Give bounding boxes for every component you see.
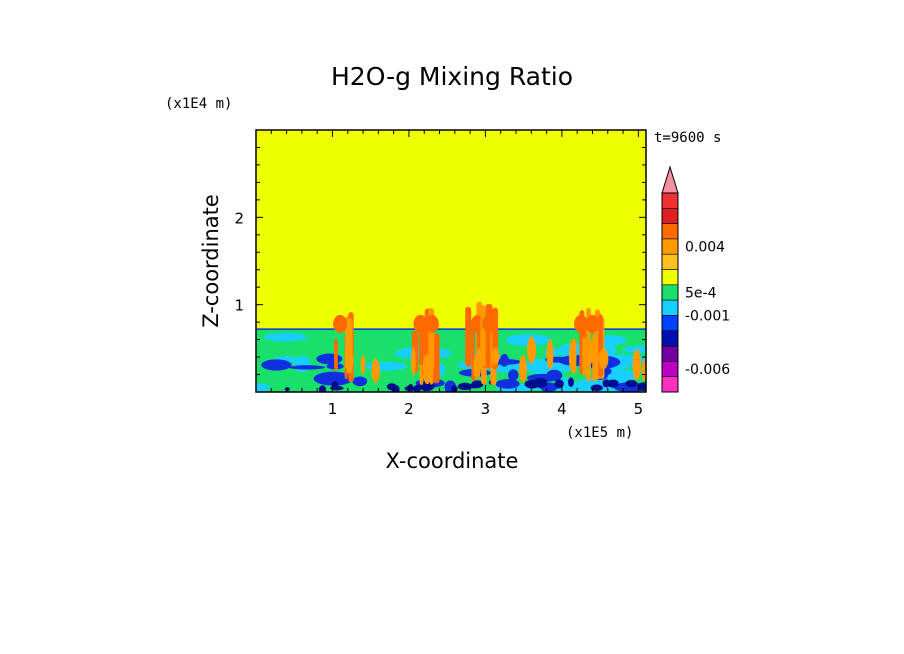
small-plume: [411, 346, 416, 377]
colorbar-segment: [661, 223, 679, 240]
small-plume: [476, 347, 482, 368]
plume-head: [585, 314, 600, 333]
colorbar-arrow: [661, 165, 679, 194]
colorbar-segment: [661, 315, 679, 332]
small-plume: [360, 355, 366, 375]
small-plume: [428, 349, 433, 375]
blue-patch: [261, 359, 292, 371]
y-axis-label: Z-coordinate: [199, 194, 223, 328]
navy-patch: [625, 379, 638, 388]
plume-head: [482, 314, 497, 333]
navy-patch: [637, 382, 646, 391]
colorbar-frame: [661, 192, 679, 393]
blue-patch: [288, 365, 326, 370]
small-plume: [344, 350, 354, 370]
plume-head: [574, 314, 588, 333]
cyan-patch: [505, 334, 552, 346]
small-plume: [546, 339, 554, 370]
colorbar-segment: [661, 192, 679, 209]
blue-patch: [313, 371, 354, 386]
y-tick-label: 2: [234, 209, 244, 227]
navy-patch: [329, 385, 344, 391]
x-tick-label: 2: [404, 400, 414, 418]
y-scale-label: (x1E4 m): [165, 96, 232, 112]
x-scale-label: (x1E5 m): [566, 425, 633, 441]
plume-column: [432, 333, 440, 384]
navy-patch: [524, 379, 540, 389]
y-tick-label: 1: [234, 297, 244, 315]
plot-frame: [255, 129, 647, 393]
plume-column: [480, 304, 486, 367]
axis-ticks: 1 2 3 4 5 1 2: [234, 130, 646, 418]
time-label: t=9600 s: [654, 130, 721, 146]
cyan-patch: [364, 361, 408, 371]
navy-patch: [590, 384, 603, 392]
navy-patch: [284, 387, 290, 392]
colorbar-label: 5e-4: [685, 286, 717, 302]
plume-head: [333, 314, 348, 333]
cyan-patch: [264, 332, 308, 342]
colorbar: 0.004 5e-4 -0.001 -0.006: [661, 165, 730, 393]
cyan-patch: [256, 383, 271, 392]
small-plume: [526, 336, 536, 364]
small-plume: [371, 358, 380, 383]
small-plume: [641, 360, 646, 382]
colorbar-segment: [661, 299, 679, 316]
colorbar-segment: [661, 376, 679, 393]
navy-patch: [318, 385, 327, 392]
chart-title: H2O-g Mixing Ratio: [331, 62, 573, 91]
small-plume: [491, 347, 500, 365]
colorbar-label: -0.001: [685, 308, 730, 324]
navy-patch: [568, 377, 574, 387]
plume-column: [465, 306, 472, 367]
colorbar-label: -0.006: [685, 362, 730, 378]
blue-patch: [508, 369, 519, 381]
navy-patch: [607, 379, 619, 388]
plume-head: [424, 314, 439, 333]
colorbar-segment: [661, 253, 679, 270]
navy-patch: [554, 379, 564, 389]
plume-column: [582, 337, 586, 376]
colorbar-segment: [661, 330, 679, 347]
colorbar-segment: [661, 238, 679, 255]
colorbar-segment: [661, 269, 679, 286]
colorbar-label: 0.004: [685, 240, 725, 256]
colorbar-segment: [661, 208, 679, 224]
cyan-patch: [294, 355, 311, 373]
colorbar-segment: [661, 284, 679, 301]
x-axis-label: X-coordinate: [386, 449, 519, 473]
small-plume: [632, 349, 642, 381]
x-tick-label: 1: [328, 400, 338, 418]
plume-column: [334, 338, 338, 371]
plume-head: [413, 314, 428, 333]
contour-field: [256, 130, 646, 392]
small-plume: [585, 339, 595, 365]
navy-patch: [471, 380, 484, 389]
navy-patch: [413, 384, 421, 392]
colorbar-segment: [661, 361, 679, 377]
cyan-patch: [622, 345, 646, 354]
x-tick-label: 3: [481, 400, 491, 418]
small-plume: [519, 354, 527, 383]
x-tick-label: 5: [634, 400, 644, 418]
navy-patch: [404, 385, 416, 392]
colorbar-segment: [661, 345, 679, 362]
x-tick-label: 4: [557, 400, 567, 418]
small-plume: [568, 340, 577, 373]
blue-patch: [352, 376, 368, 387]
navy-patch: [602, 379, 611, 388]
small-plume: [598, 348, 609, 370]
blue-patch: [316, 353, 343, 365]
navy-patch: [457, 382, 473, 391]
blue-patch: [495, 379, 520, 389]
